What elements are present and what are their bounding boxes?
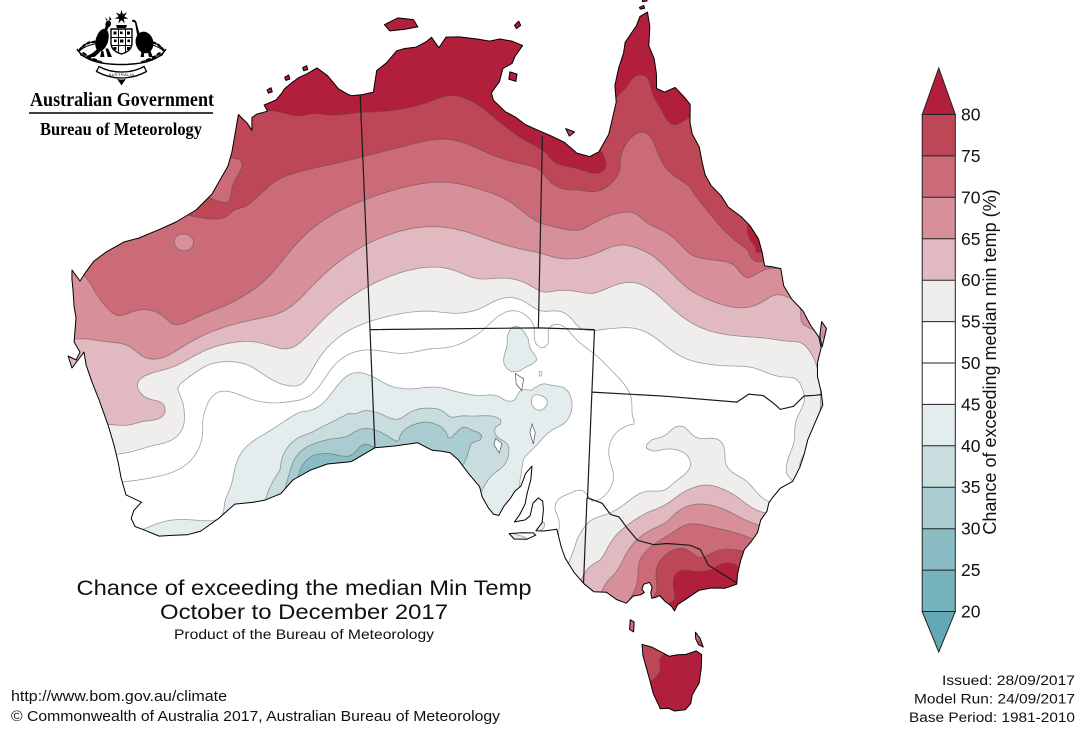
svg-text:60: 60: [961, 270, 981, 290]
svg-text:Bureau of Meteorology: Bureau of Meteorology: [40, 119, 202, 139]
svg-text:http://www.bom.gov.au/climate: http://www.bom.gov.au/climate: [11, 689, 227, 705]
svg-text:70: 70: [961, 187, 981, 207]
svg-text:25: 25: [961, 560, 980, 580]
svg-text:50: 50: [961, 353, 981, 373]
svg-text:40: 40: [961, 436, 981, 456]
svg-text:30: 30: [961, 519, 981, 539]
svg-text:Chance of exceeding median min: Chance of exceeding median min temp (%): [980, 189, 1000, 534]
svg-text:20: 20: [961, 602, 981, 622]
svg-text:Issued: 28/09/2017: Issued: 28/09/2017: [942, 673, 1075, 688]
svg-text:Product of the Bureau of Meteo: Product of the Bureau of Meteorology: [174, 627, 434, 642]
svg-text:October to December 2017: October to December 2017: [160, 601, 448, 624]
svg-text:80: 80: [961, 105, 981, 125]
svg-text:35: 35: [961, 477, 980, 497]
svg-text:© Commonwealth of Australia 20: © Commonwealth of Australia 2017, Austra…: [11, 709, 501, 725]
svg-text:45: 45: [961, 394, 980, 414]
svg-text:Model Run: 24/09/2017: Model Run: 24/09/2017: [914, 692, 1075, 707]
svg-text:Base Period: 1981-2010: Base Period: 1981-2010: [909, 710, 1075, 725]
svg-text:Chance of exceeding the median: Chance of exceeding the median Min Temp: [77, 577, 532, 600]
svg-text:AUSTRALIA: AUSTRALIA: [109, 72, 135, 77]
svg-text:65: 65: [961, 229, 980, 249]
svg-text:75: 75: [961, 146, 980, 166]
svg-text:55: 55: [961, 312, 980, 332]
svg-text:Australian Government: Australian Government: [30, 89, 214, 111]
